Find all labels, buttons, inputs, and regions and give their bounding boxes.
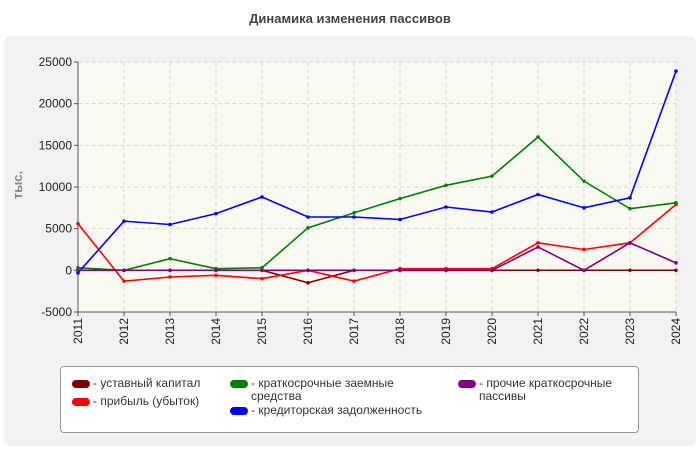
legend-swatch	[72, 398, 90, 406]
y-tick-label: 0	[65, 263, 72, 277]
data-point	[536, 135, 540, 139]
chart-title: Динамика изменения пассивов	[249, 11, 451, 26]
x-tick-label: 2011	[71, 318, 85, 344]
data-point	[260, 268, 264, 273]
data-point	[306, 226, 310, 230]
x-tick-label: 2019	[439, 318, 453, 345]
legend-item-pribyl: - прибыль (убыток)	[72, 395, 199, 408]
x-tick-label: 2023	[623, 318, 637, 345]
data-point	[536, 241, 540, 245]
x-tick-label: 2016	[301, 318, 315, 345]
legend-swatch	[230, 407, 248, 415]
x-tick-label: 2024	[669, 318, 683, 345]
data-point	[306, 281, 310, 285]
data-point	[674, 201, 678, 205]
x-tick-label: 2017	[347, 318, 361, 345]
x-tick-label: 2015	[255, 318, 269, 345]
x-tick-label: 2013	[163, 318, 177, 345]
y-tick-label: 25000	[39, 55, 73, 69]
legend-label: - кредиторская задолженность	[251, 403, 423, 417]
legend-label: - уставный капитал	[93, 376, 201, 390]
data-point	[582, 206, 586, 210]
x-tick-label: 2018	[393, 318, 407, 345]
legend-label: - прибыль (убыток)	[93, 394, 200, 408]
legend-swatch	[458, 380, 476, 388]
data-point	[168, 268, 172, 273]
data-point	[582, 179, 586, 183]
data-point	[76, 271, 80, 275]
legend-swatch	[72, 380, 90, 388]
data-point	[444, 205, 448, 209]
legend-item-kreditorskaya: - кредиторская задолженность	[230, 404, 422, 417]
data-point	[76, 221, 80, 226]
data-point	[536, 268, 540, 273]
data-point	[536, 192, 540, 197]
data-point	[260, 276, 264, 281]
data-point	[490, 174, 494, 178]
legend-item-ustavnyy-kapital: - уставный капитал	[72, 377, 200, 390]
data-point	[352, 268, 356, 273]
series-line	[77, 135, 677, 272]
data-point	[122, 268, 126, 273]
data-point	[674, 69, 678, 73]
data-point	[76, 266, 80, 270]
data-point	[536, 245, 540, 249]
data-point	[260, 266, 264, 270]
series-line	[77, 70, 677, 274]
data-point	[674, 268, 678, 273]
legend-item-prochie: - прочие краткосрочные пассивы	[458, 377, 638, 403]
y-tick-label: 20000	[39, 97, 73, 111]
data-point	[398, 196, 402, 201]
data-point	[306, 215, 310, 219]
data-point	[214, 211, 218, 216]
data-point	[352, 279, 356, 283]
data-point	[260, 195, 264, 199]
data-point	[214, 268, 218, 273]
data-point	[674, 261, 678, 265]
y-tick-label: -5000	[41, 305, 72, 319]
data-point	[628, 268, 632, 273]
data-point	[582, 268, 586, 273]
data-point	[168, 256, 172, 261]
legend-label: - прочие краткосрочные пассивы	[479, 376, 613, 403]
x-tick-label: 2014	[209, 318, 223, 345]
y-axis-label: тыс.	[10, 171, 25, 199]
legend: - уставный капитал - прибыль (убыток) - …	[60, 366, 639, 433]
data-point	[490, 210, 494, 214]
y-tick-label: 15000	[39, 138, 73, 152]
data-point	[628, 241, 632, 245]
data-point	[306, 268, 310, 273]
x-tick-label: 2020	[485, 318, 499, 345]
data-point	[398, 217, 402, 222]
data-point	[398, 268, 402, 273]
x-tick-label: 2022	[577, 318, 591, 345]
data-point	[122, 279, 126, 283]
data-point	[214, 273, 218, 278]
data-point	[444, 183, 448, 188]
data-point	[490, 268, 494, 273]
y-tick-label: 10000	[39, 180, 73, 194]
series-line	[77, 203, 677, 283]
data-point	[582, 247, 586, 252]
legend-item-kratkosrochnye-zaemnye: - краткосрочные заемные средства	[230, 377, 421, 403]
legend-label: - краткосрочные заемные средства	[251, 376, 394, 403]
legend-swatch	[230, 380, 248, 388]
x-tick-label: 2012	[117, 318, 131, 345]
data-point	[168, 275, 172, 279]
series-group	[76, 241, 678, 273]
y-tick-label: 5000	[45, 222, 72, 236]
data-point	[352, 211, 356, 215]
data-point	[628, 206, 632, 211]
data-point	[352, 215, 356, 219]
series-group	[76, 69, 678, 275]
data-point	[122, 219, 126, 223]
data-point	[628, 196, 632, 200]
data-point	[444, 268, 448, 273]
data-point	[168, 222, 172, 227]
x-tick-label: 2021	[531, 318, 545, 345]
series-line	[78, 241, 677, 272]
